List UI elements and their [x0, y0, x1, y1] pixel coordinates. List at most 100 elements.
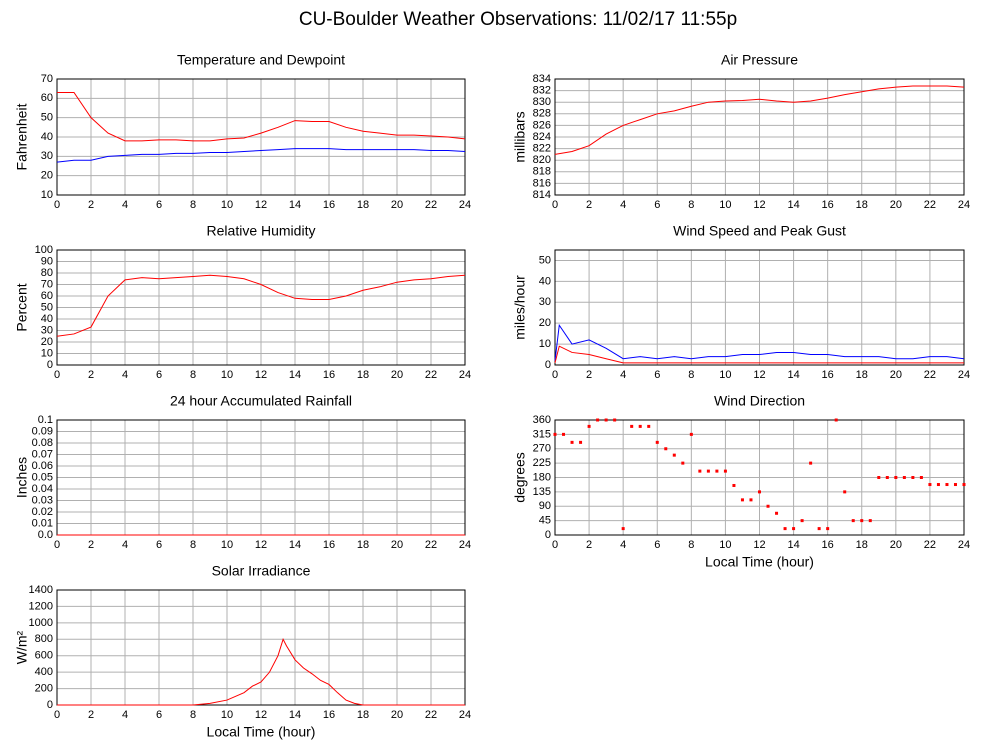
- chart-title: Wind Speed and Peak Gust: [673, 223, 846, 239]
- data-line: [57, 637, 465, 706]
- y-tick-label: 10: [41, 347, 53, 359]
- data-point: [749, 498, 753, 502]
- data-point: [638, 424, 642, 428]
- data-point: [706, 469, 710, 473]
- plot-frame: [554, 419, 965, 536]
- data-point: [800, 519, 804, 523]
- x-tick-label: 22: [425, 539, 437, 551]
- x-tick-label: 6: [156, 709, 162, 721]
- chart-title: Solar Irradiance: [212, 563, 311, 579]
- x-tick-label: 4: [620, 199, 626, 211]
- x-tick-label: 2: [88, 199, 94, 211]
- y-tick-label: 0: [545, 359, 551, 371]
- y-tick-label: 10: [41, 189, 53, 201]
- chart-title: Air Pressure: [721, 52, 798, 68]
- x-tick-label: 6: [156, 199, 162, 211]
- y-tick-label: 828: [533, 108, 551, 120]
- y-tick-label: 50: [539, 254, 551, 266]
- x-tick-label: 10: [221, 539, 233, 551]
- y-tick-label: 0.07: [32, 448, 53, 460]
- plot-frame: [554, 78, 965, 196]
- x-tick-label: 12: [255, 369, 267, 381]
- y-tick-label: 60: [41, 290, 53, 302]
- y-tick-label: 832: [533, 85, 551, 97]
- y-tick-label: 40: [539, 275, 551, 287]
- data-point: [672, 453, 676, 457]
- y-tick-label: 360: [533, 414, 551, 426]
- x-tick-label: 10: [221, 709, 233, 721]
- chart-title: Temperature and Dewpoint: [177, 52, 345, 68]
- y-tick-label: 816: [533, 177, 551, 189]
- x-tick-label: 12: [255, 709, 267, 721]
- y-tick-label: 0: [47, 359, 53, 371]
- y-tick-label: 826: [533, 119, 551, 131]
- data-point: [885, 476, 889, 479]
- y-tick-label: 0.0: [38, 529, 53, 541]
- data-point: [775, 511, 779, 515]
- y-tick-label: 20: [539, 317, 551, 329]
- y-tick-label: 270: [533, 443, 551, 455]
- y-tick-label: 30: [539, 296, 551, 308]
- y-tick-label: 0.03: [32, 494, 53, 506]
- data-point: [783, 527, 787, 531]
- x-tick-label: 16: [323, 369, 335, 381]
- x-tick-label: 0: [54, 539, 60, 551]
- x-tick-label: 16: [323, 709, 335, 721]
- x-tick-label: 20: [391, 369, 403, 381]
- y-tick-label: 0: [545, 529, 551, 541]
- data-point: [919, 476, 923, 479]
- y-tick-label: 1200: [29, 600, 53, 612]
- x-tick-label: 16: [323, 539, 335, 551]
- data-point: [604, 418, 608, 422]
- x-tick-label: 10: [719, 369, 731, 381]
- data-point: [715, 469, 719, 473]
- data-point: [698, 469, 702, 473]
- x-tick-label: 24: [958, 539, 970, 551]
- x-tick-label: 24: [459, 539, 471, 551]
- x-tick-label: 14: [787, 199, 799, 211]
- y-tick-label: 830: [533, 96, 551, 108]
- x-tick-label: 10: [719, 199, 731, 211]
- y-axis-label: degrees: [512, 452, 528, 503]
- x-axis-label: Local Time (hour): [207, 724, 316, 740]
- x-tick-label: 6: [156, 369, 162, 381]
- x-tick-label: 20: [391, 199, 403, 211]
- data-point: [834, 418, 838, 422]
- x-tick-label: 10: [719, 539, 731, 551]
- x-tick-label: 4: [122, 709, 128, 721]
- data-point: [962, 483, 966, 487]
- data-point: [953, 483, 957, 487]
- data-line: [56, 274, 466, 337]
- x-tick-label: 24: [958, 199, 970, 211]
- x-tick-label: 4: [122, 199, 128, 211]
- x-tick-label: 18: [856, 199, 868, 211]
- y-axis-label: Fahrenheit: [14, 103, 30, 170]
- x-tick-label: 6: [654, 199, 660, 211]
- data-point: [868, 519, 872, 523]
- y-tick-label: 90: [41, 255, 53, 267]
- x-tick-label: 2: [586, 539, 592, 551]
- y-tick-label: 70: [41, 73, 53, 85]
- x-tick-label: 14: [289, 709, 301, 721]
- y-tick-label: 20: [41, 170, 53, 182]
- x-tick-label: 0: [552, 199, 558, 211]
- data-point: [681, 461, 685, 465]
- x-tick-label: 6: [654, 539, 660, 551]
- x-tick-label: 0: [552, 539, 558, 551]
- x-tick-label: 18: [357, 539, 369, 551]
- x-tick-label: 12: [255, 539, 267, 551]
- y-tick-label: 80: [41, 267, 53, 279]
- x-tick-label: 14: [289, 539, 301, 551]
- x-tick-label: 22: [425, 709, 437, 721]
- data-point: [596, 418, 600, 422]
- x-tick-label: 8: [190, 199, 196, 211]
- y-tick-label: 0.06: [32, 460, 53, 472]
- y-tick-label: 30: [41, 150, 53, 162]
- x-tick-label: 4: [620, 539, 626, 551]
- data-point: [664, 447, 668, 451]
- data-point: [877, 476, 881, 479]
- x-tick-label: 18: [357, 709, 369, 721]
- data-point: [621, 527, 625, 531]
- x-tick-label: 12: [753, 539, 765, 551]
- y-tick-label: 70: [41, 278, 53, 290]
